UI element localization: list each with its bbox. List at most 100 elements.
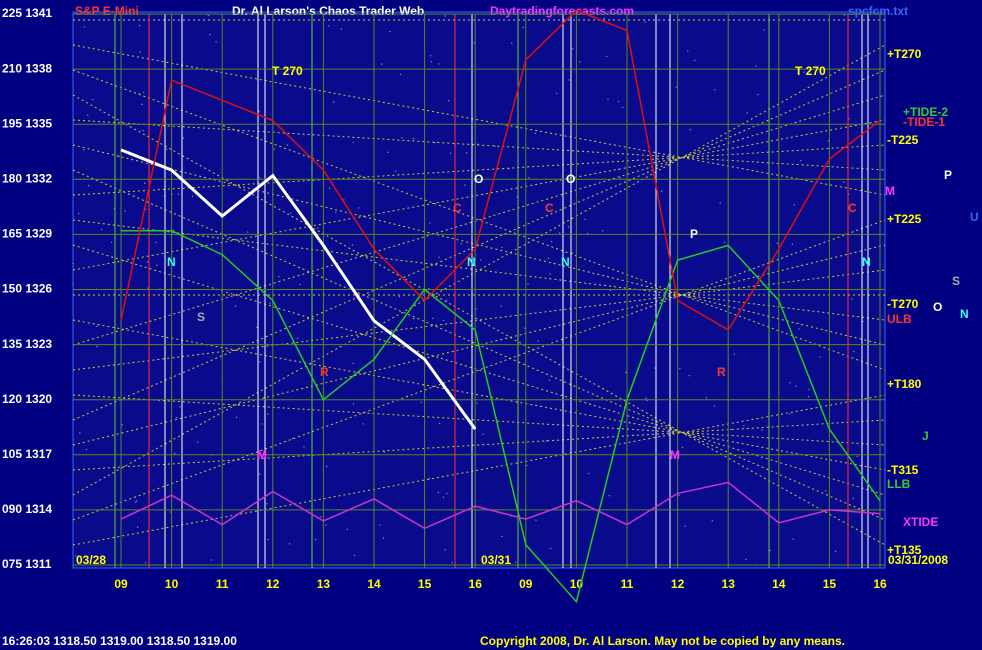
star <box>567 226 570 228</box>
flux-line <box>72 94 886 346</box>
star <box>420 401 422 403</box>
y-tick-label: 090 1314 <box>2 502 52 516</box>
star <box>763 29 765 31</box>
star <box>442 496 445 498</box>
star <box>143 182 146 184</box>
star <box>258 361 261 363</box>
star <box>444 15 447 17</box>
star <box>528 176 530 179</box>
star <box>430 61 432 63</box>
star <box>144 562 147 564</box>
star <box>681 446 684 449</box>
star <box>684 525 686 527</box>
star <box>465 152 468 154</box>
star <box>446 492 448 495</box>
star <box>155 241 157 244</box>
star <box>85 448 88 451</box>
star <box>156 264 158 266</box>
star <box>808 388 810 391</box>
annotation: P <box>690 227 698 241</box>
star <box>522 26 524 29</box>
annotation: S <box>952 274 960 288</box>
flux-line <box>72 419 886 471</box>
star <box>549 547 552 550</box>
x-tick-label: 15 <box>418 577 432 591</box>
annotation: N <box>960 307 969 321</box>
star <box>169 511 172 513</box>
star <box>136 500 138 502</box>
star <box>77 212 80 215</box>
x-tick-label: 13 <box>317 577 331 591</box>
star <box>625 371 627 374</box>
star <box>269 302 271 304</box>
star <box>429 222 431 224</box>
y-tick-label: 165 1329 <box>2 227 52 241</box>
annotation: O <box>566 172 575 186</box>
star <box>353 554 356 557</box>
annotation: -TIDE-1 <box>903 115 945 129</box>
star <box>380 63 383 65</box>
star <box>713 405 716 407</box>
star <box>588 472 590 475</box>
star <box>834 550 837 553</box>
star <box>548 379 550 381</box>
annotation: -T315 <box>887 463 919 477</box>
x-tick-label: 14 <box>772 577 786 591</box>
star <box>92 98 94 101</box>
star <box>572 48 574 50</box>
flux-line <box>72 69 886 421</box>
flux-line <box>72 119 886 171</box>
annotation: S <box>197 310 205 324</box>
annotation: -T270 <box>887 297 919 311</box>
date-label: 03/31 <box>481 553 511 567</box>
flux-line <box>72 144 886 346</box>
star <box>267 413 269 415</box>
annotation: +T270 <box>887 47 922 61</box>
star <box>584 218 586 221</box>
star <box>432 317 434 320</box>
flux-line <box>72 269 886 371</box>
annotation: N <box>862 255 871 269</box>
star <box>87 184 90 187</box>
star <box>800 159 802 162</box>
star <box>175 416 178 419</box>
star <box>609 289 612 292</box>
star <box>729 428 732 431</box>
star <box>757 93 759 96</box>
star <box>352 141 354 144</box>
star <box>258 110 260 112</box>
star <box>267 538 269 541</box>
star <box>146 261 149 263</box>
annotation: M <box>670 448 680 462</box>
star <box>660 190 663 192</box>
star <box>451 562 453 564</box>
annotation: C <box>453 201 462 215</box>
annotation: M <box>257 448 267 462</box>
star <box>395 170 397 172</box>
star <box>578 61 581 63</box>
star <box>755 65 757 67</box>
star <box>608 495 610 497</box>
star <box>383 451 386 453</box>
series-line <box>120 148 477 430</box>
y-tick-label: 150 1326 <box>2 282 52 296</box>
annotation: N <box>561 255 570 269</box>
star <box>480 259 482 261</box>
star <box>788 413 791 415</box>
star <box>256 326 258 329</box>
star <box>761 429 763 431</box>
star <box>733 353 736 356</box>
flux-line <box>72 394 886 446</box>
annotation: T 270 <box>795 64 826 78</box>
star <box>320 516 322 518</box>
flux-line <box>72 244 886 446</box>
star <box>289 212 292 214</box>
quote: 16:26:03 1318.50 1319.00 1318.50 1319.00 <box>2 634 237 648</box>
y-tick-label: 225 1341 <box>2 6 52 20</box>
star <box>182 137 185 139</box>
star <box>328 187 331 190</box>
star <box>501 246 503 249</box>
star <box>412 318 415 320</box>
star <box>387 151 389 154</box>
star <box>514 561 517 564</box>
